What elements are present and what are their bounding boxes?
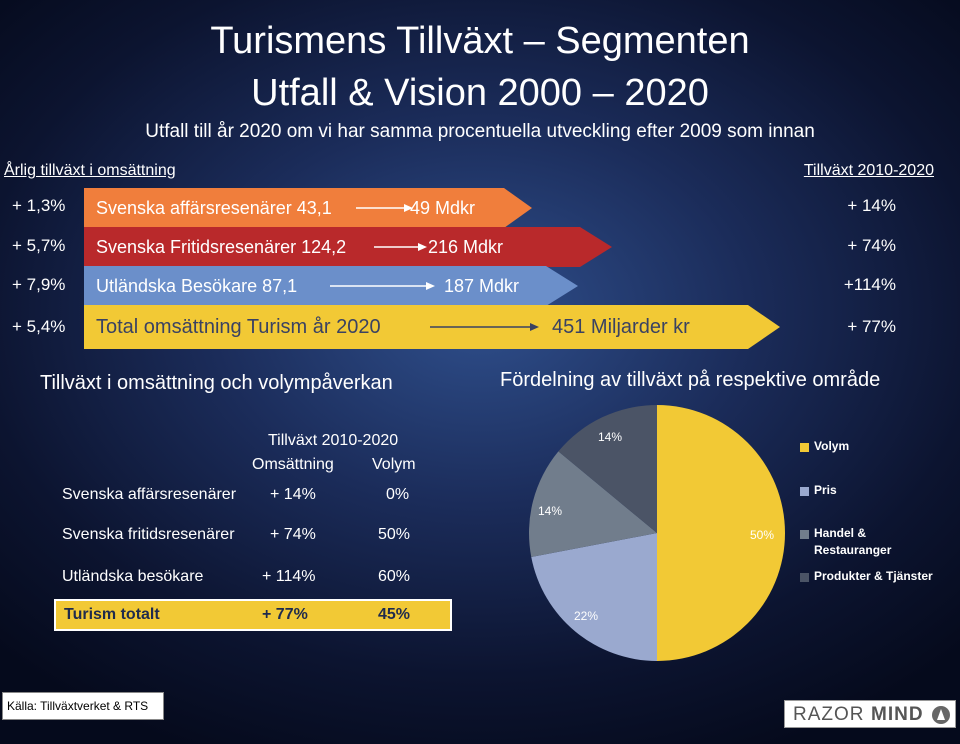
table-total-row: Turism totalt + 77% 45% [54,599,452,631]
annual-rate-business: + 1,3% [12,196,66,215]
pie-slice-pris [531,533,657,661]
legend-label-pris: Pris [814,483,837,497]
table-row-vol: 60% [378,568,411,585]
growth-leisure: + 74% [847,236,896,255]
legend-label-handel: Handel & Restauranger [814,526,892,557]
table-row-vol: 50% [378,526,411,543]
arrow-right-icon [374,243,427,251]
bar-leisure-value: 216 Mdkr [428,236,504,257]
legend-label-produkter: Produkter & Tjänster [814,569,933,583]
pie-label-handel: 14% [538,504,563,518]
legend-swatch-handel [800,530,809,539]
table-row-name: Svenska affärsresenärer [62,486,237,503]
bar-total-turnover: Total omsättning Turism år 2020 451 Milj… [84,305,780,349]
legend-swatch-volym [800,443,809,452]
table-row-vol: 0% [386,486,410,503]
table-total-name: Turism totalt [64,606,160,623]
bar-total-label: Total omsättning Turism år 2020 [96,315,381,338]
bar-leisure-travellers: Svenska Fritidsresenärer 124,2 216 Mdkr [84,227,612,267]
table-row-oms: + 14% [270,486,316,503]
growth-period-heading: Tillväxt 2010-2020 [803,162,934,179]
page-title: Turismens Tillväxt – Segmenten [210,20,750,62]
table-row-oms: + 74% [270,526,316,543]
pie-label-produkter: 14% [598,430,623,444]
table-col-omsattning: Omsättning [252,456,334,473]
pie-label-volym: 50% [750,528,775,542]
growth-business: + 14% [847,196,896,215]
bar-leisure-shape [84,227,612,267]
arrow-right-icon [430,323,539,331]
page-title-line2: Utfall & Vision 2000 – 2020 [251,72,709,114]
table-heading: Tillväxt i omsättning och volympåverkan [40,372,393,394]
table-row-name: Svenska fritidsresenärer [62,526,235,543]
bar-business-travellers: Svenska affärsresenärer 43,1 49 Mdkr [84,188,532,228]
bar-total-value: 451 Miljarder kr [552,315,690,338]
growth-foreign: +114% [843,275,896,294]
table-col-group: Tillväxt 2010-2020 [268,432,399,449]
chart-heading: Fördelning av tillväxt på respektive omr… [500,369,881,391]
bar-foreign-label: Utländska Besökare 87,1 [96,275,298,296]
source-note: Källa: Tillväxtverket & RTS [2,692,164,720]
legend-label-volym: Volym [814,439,850,453]
arrow-right-icon [330,282,435,290]
annual-rate-total: + 5,4% [12,317,66,336]
bar-leisure-label: Svenska Fritidsresenärer 124,2 [96,236,347,257]
growth-total: + 77% [847,317,896,336]
legend-swatch-pris [800,487,809,496]
logo-text-2: MIND [871,704,924,725]
pie-slice-volym [657,405,785,661]
pie-slice-produkter [558,405,657,533]
annual-rate-leisure: + 5,7% [12,236,66,255]
bar-business-label: Svenska affärsresenärer 43,1 [96,197,332,218]
table-total-oms: + 77% [262,606,308,623]
table-row-name: Utländska besökare [62,568,204,585]
page-subtitle: Utfall till år 2020 om vi har samma proc… [145,121,815,142]
legend-swatch-produkter [800,573,809,582]
table-total-vol: 45% [378,606,411,623]
annual-rate-foreign: + 7,9% [12,275,66,294]
pie-chart [529,405,785,661]
bar-foreign-visitors: Utländska Besökare 87,1 187 Mdkr [84,266,578,306]
arrow-right-icon [356,204,413,212]
pie-slice-handel [529,451,657,557]
bar-business-value: 49 Mdkr [410,197,476,218]
annual-growth-heading: Årlig tillväxt i omsättning [4,162,176,179]
logo-text-1: RAZOR [793,704,865,725]
pie-label-pris: 22% [574,609,599,623]
table-row-oms: + 114% [262,568,316,585]
company-logo: RAZOR MIND [784,700,956,728]
bar-business-shape [84,188,532,228]
bar-foreign-value: 187 Mdkr [444,275,520,296]
table-col-volym: Volym [372,456,416,473]
logo-mark-icon [932,706,950,724]
